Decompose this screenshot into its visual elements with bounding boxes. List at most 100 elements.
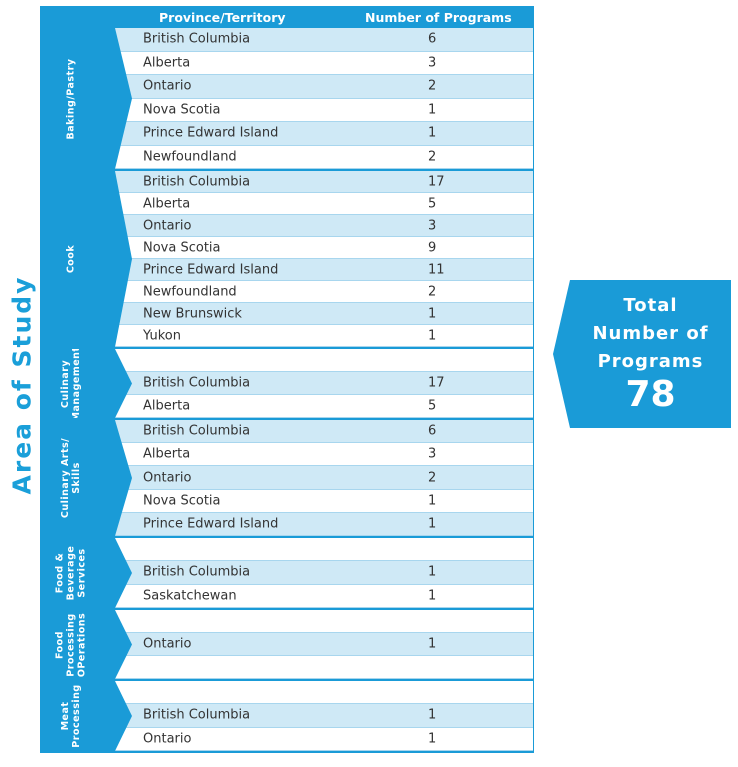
table-row: Ontario 2 [115,466,533,490]
area-tab: Food Processing OPerations [41,610,132,679]
program-count-cell: 6 [428,423,437,439]
table-row: Nova Scotia 9 [115,237,533,259]
table-body: British Columbia 6 Alberta 3 Ontario 2 Nova Sc… [41,28,533,753]
program-count-cell: 3 [428,55,437,71]
program-count-cell: 1 [428,516,437,532]
province-cell: Saskatchewan [143,588,237,604]
province-cell: British Columbia [143,375,251,391]
province-cell: Prince Edward Island [143,516,279,532]
area-group: British Columbia 6 Alberta 3 Ontario 2 Nova Sc… [41,420,533,538]
program-count-cell: 2 [428,470,437,485]
area-label: Food & Beverage Services [54,545,88,601]
area-label: Baking/Pastry [65,58,77,139]
column-header-province: Province/Territory [159,10,286,25]
area-group: British Columbia 1 Saskatchewan 1 Food & Bev… [41,538,533,610]
table-row: British Columbia 6 [115,28,533,52]
province-cell: Ontario [143,731,192,747]
total-callout: Total Number of Programs 78 [553,280,731,428]
province-cell: Nova Scotia [143,240,221,255]
total-label: Total Number of Programs [592,295,709,372]
area-label: Culinary Management [60,346,82,421]
table-row: Prince Edward Island 1 [115,122,533,146]
empty-row [115,681,533,705]
province-cell: Alberta [143,398,191,414]
table-row: Alberta 3 [115,52,533,75]
area-group: Ontario 1 Food Processing OPerations [41,610,533,681]
program-count-cell: 1 [428,588,437,604]
province-cell: New Brunswick [143,306,242,321]
total-value: 78 [625,374,676,415]
area-tab: Meat Processing [41,681,132,751]
table-row: Yukon 1 [115,325,533,347]
program-count-cell: 1 [428,493,437,509]
province-cell: Ontario [143,218,192,233]
province-cell: British Columbia [143,564,251,580]
province-cell: British Columbia [143,707,251,723]
table-row: British Columbia 6 [115,420,533,444]
table-row: Alberta 5 [115,193,533,215]
empty-row [115,538,533,562]
program-count-cell: 3 [428,446,437,462]
program-count-cell: 6 [428,31,437,47]
province-cell: Ontario [143,78,192,94]
table-row: Ontario 1 [115,728,533,751]
table-header: Province/Territory Number of Programs [41,7,533,28]
table-row: British Columbia 1 [115,561,533,585]
program-count-cell: 2 [428,78,437,94]
area-label: Cook [65,244,77,274]
province-cell: Prince Edward Island [143,262,279,277]
province-cell: Alberta [143,55,191,71]
program-count-cell: 3 [428,218,437,233]
province-cell: British Columbia [143,423,251,439]
empty-row [115,656,533,679]
area-of-study-title: Area of Study [7,275,37,495]
province-cell: Prince Edward Island [143,125,279,141]
table-row: British Columbia 17 [115,372,533,395]
program-count-cell: 1 [428,707,437,723]
program-count-cell: 1 [428,636,437,652]
province-cell: Nova Scotia [143,493,221,509]
table-row: Ontario 2 [115,75,533,99]
area-tab: Culinary Management [41,346,132,421]
table-row: Alberta 5 [115,395,533,418]
province-cell: Alberta [143,446,191,462]
programs-table: Province/Territory Number of Programs Br… [40,6,534,753]
table-row: Saskatchewan 1 [115,585,533,608]
table-row: Nova Scotia 1 [115,99,533,122]
empty-row [115,610,533,633]
program-count-cell: 17 [428,375,445,391]
program-count-cell: 2 [428,284,437,299]
program-count-cell: 11 [428,262,445,277]
program-count-cell: 5 [428,398,437,414]
area-tab: Culinary Arts/ Skills [41,420,132,536]
province-cell: Newfoundland [143,149,237,165]
area-label: Culinary Arts/ Skills [60,437,82,519]
area-tab: Baking/Pastry [41,28,132,169]
table-row: Ontario 1 [115,633,533,656]
program-count-cell: 1 [428,306,437,321]
province-cell: Ontario [143,470,192,485]
area-group: British Columbia 1 Ontario 1 Meat Processing [41,681,533,753]
area-group: British Columbia 6 Alberta 3 Ontario 2 Nova Sc… [41,28,533,171]
column-header-number: Number of Programs [365,10,512,25]
table-row: Newfoundland 2 [115,281,533,303]
area-label: Food Processing OPerations [54,612,88,677]
table-row: British Columbia 17 [115,171,533,193]
province-cell: Ontario [143,636,192,652]
province-cell: Nova Scotia [143,102,221,118]
province-cell: Newfoundland [143,284,237,299]
program-count-cell: 1 [428,102,437,118]
area-tab: Food & Beverage Services [41,538,132,608]
area-tab: Cook [41,171,132,347]
province-cell: British Columbia [143,31,251,47]
program-count-cell: 1 [428,328,437,343]
area-label: Meat Processing [60,684,82,748]
province-cell: Alberta [143,196,191,211]
table-row: Alberta 3 [115,443,533,467]
program-count-cell: 2 [428,149,437,165]
table-row: Prince Edward Island 1 [115,512,533,537]
program-count-cell: 5 [428,196,437,211]
table-row: New Brunswick 1 [115,303,533,325]
area-group: British Columbia 17 Alberta 5 Culinary Manag… [41,349,533,420]
table-row: Newfoundland 2 [115,146,533,169]
